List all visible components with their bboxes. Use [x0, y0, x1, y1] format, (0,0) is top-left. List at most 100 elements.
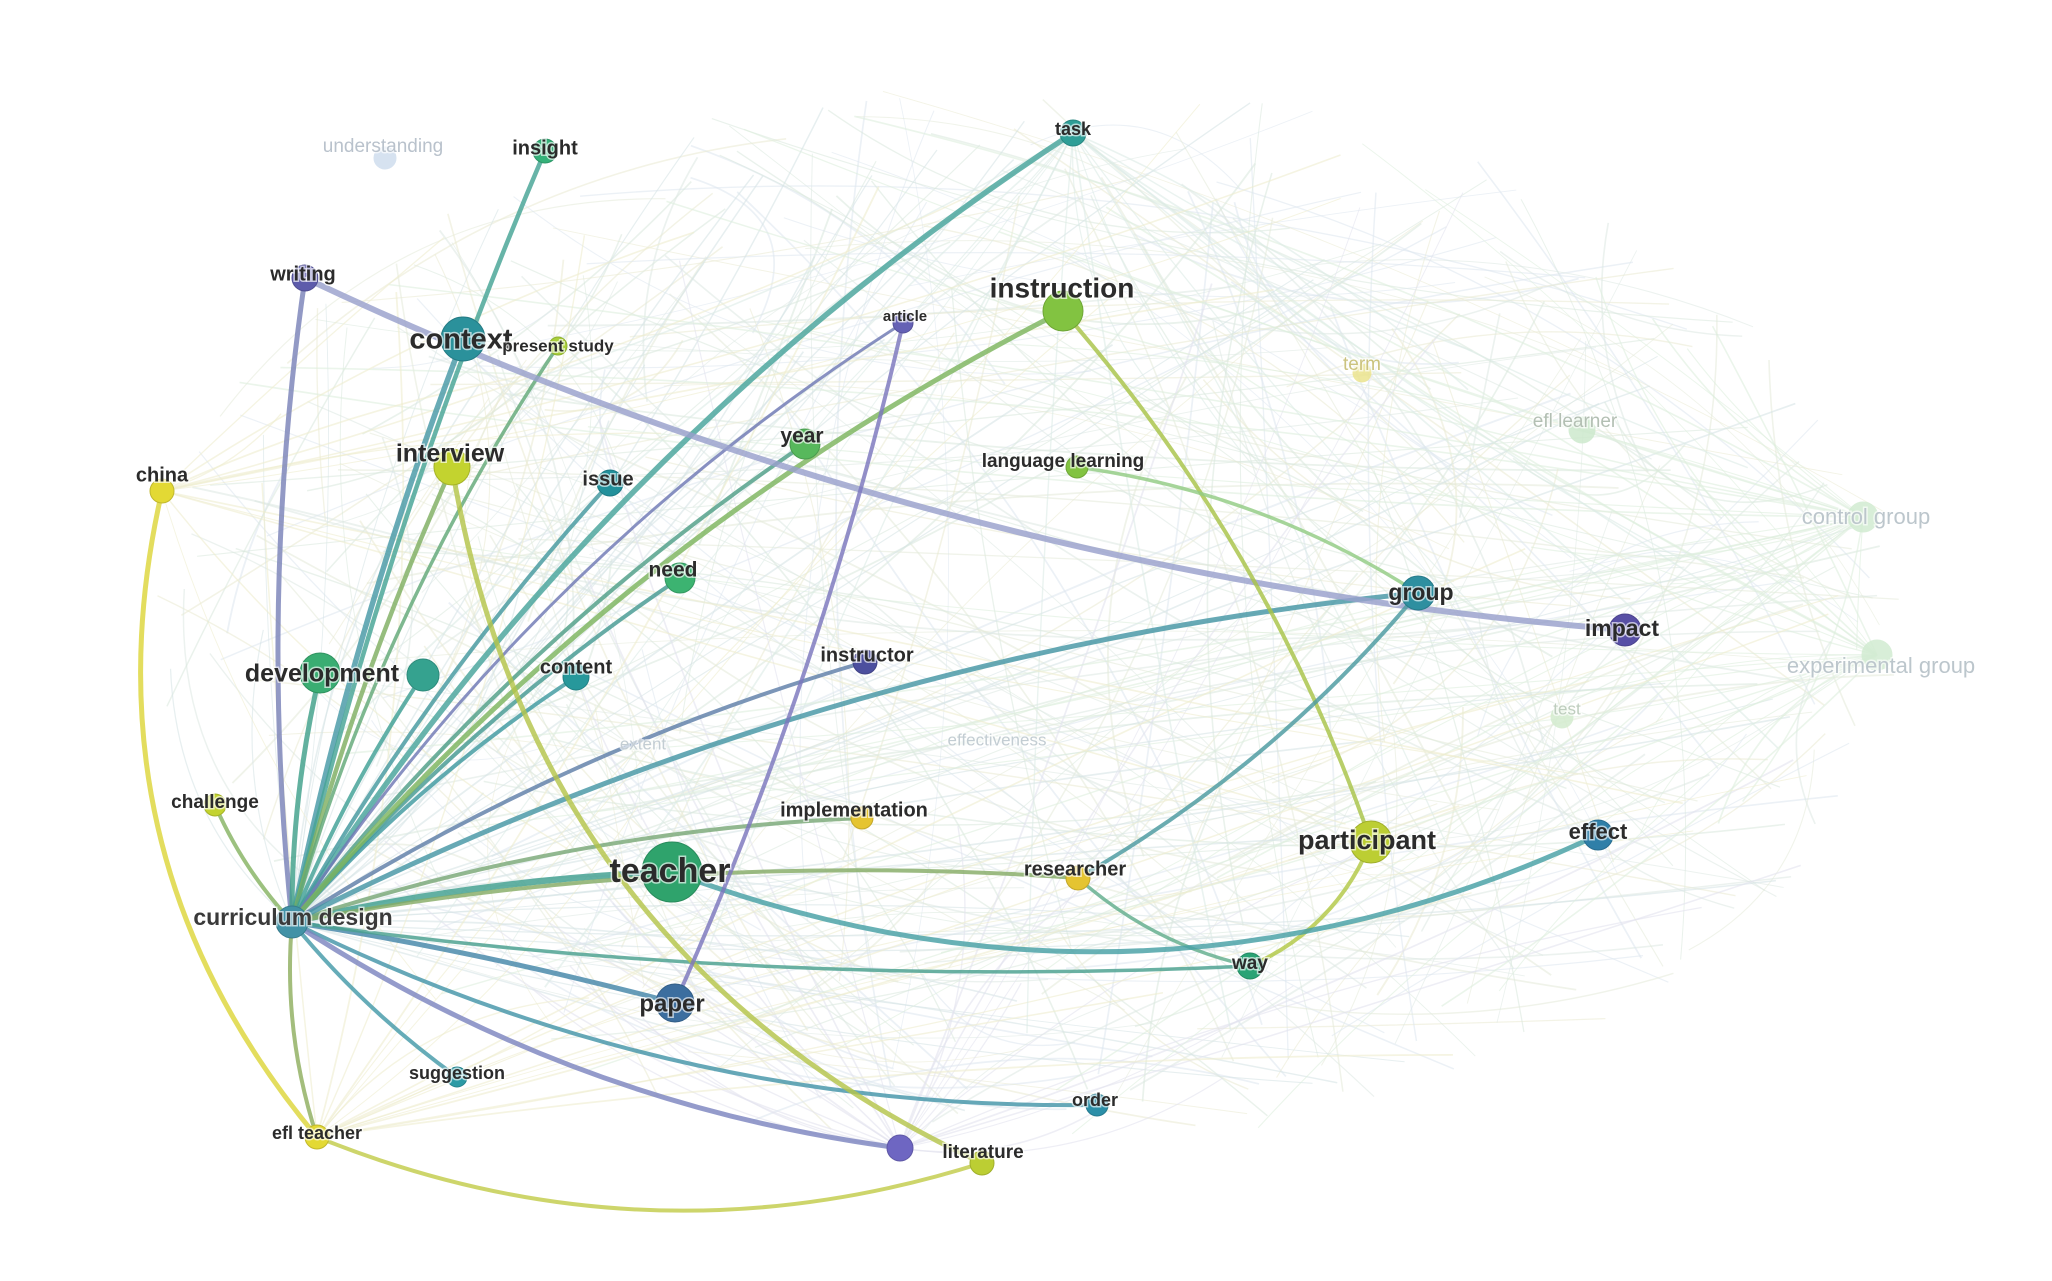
node-instructor[interactable]: [852, 649, 878, 675]
label-way: way: [1231, 953, 1268, 974]
bundle-edge: [316, 291, 405, 1138]
node-node-b[interactable]: [886, 1134, 914, 1162]
background-edge: [503, 392, 1671, 472]
background-edge: [611, 711, 1813, 1008]
label-year: year: [780, 425, 823, 448]
node-article[interactable]: [892, 312, 914, 334]
background-edge: [1496, 340, 1587, 1023]
node-content[interactable]: [562, 663, 590, 691]
node-language-learning[interactable]: [1065, 455, 1089, 479]
node-understanding[interactable]: [373, 146, 397, 170]
term-labels-layer: understanding efl learner term control grou…: [134, 117, 1976, 1164]
node-teacher[interactable]: [641, 841, 703, 903]
background-edge: [1320, 735, 1398, 1066]
link-curriculum-design--present-study: [290, 344, 560, 924]
background-edge: [1569, 555, 1858, 623]
node-implementation[interactable]: [850, 806, 874, 830]
background-edge: [779, 397, 1287, 1077]
bundle-edge: [899, 759, 1794, 1149]
bundle-edge: [1072, 132, 1448, 847]
node-control-group[interactable]: [1847, 501, 1879, 533]
background-edge: [682, 945, 894, 1070]
link-curriculum-design--insight: [289, 148, 548, 925]
background-edge: [921, 973, 1076, 1047]
node-present-study[interactable]: [548, 336, 568, 356]
bundle-edge: [564, 516, 1864, 806]
bundle-edge: [1026, 132, 1074, 1034]
label-insight: insight: [512, 137, 578, 159]
node-interview[interactable]: [433, 448, 471, 486]
node-researcher[interactable]: [1065, 865, 1091, 891]
node-experimental-group[interactable]: [1861, 639, 1893, 671]
bundle-edge: [899, 864, 1801, 1149]
link-curriculum-design--node-a: [290, 673, 425, 924]
node-effect[interactable]: [1582, 819, 1614, 851]
background-edge: [521, 275, 1367, 989]
node-challenge[interactable]: [203, 793, 227, 817]
bundle-edge: [671, 516, 1864, 799]
node-instruction[interactable]: [1042, 290, 1084, 332]
node-group[interactable]: [1400, 575, 1436, 611]
node-need[interactable]: [664, 562, 696, 594]
node-order[interactable]: [1085, 1093, 1109, 1117]
node-suggestion[interactable]: [446, 1066, 468, 1088]
bundle-edge: [1055, 516, 1864, 1091]
background-edge: [1768, 359, 1856, 727]
bundle-edge: [666, 200, 1864, 518]
node-efl-teacher[interactable]: [304, 1124, 330, 1150]
label-instructor: instructor: [820, 644, 914, 666]
node-test[interactable]: [1550, 705, 1574, 729]
label-experimental-group: experimental group: [1787, 653, 1975, 678]
background-edge: [711, 118, 1733, 323]
bundle-edge: [316, 997, 589, 1138]
bundle-edge: [1071, 516, 1864, 1135]
bundle-edge: [1072, 132, 1779, 749]
bundle-edge: [569, 965, 901, 1149]
link-curriculum-design--suggestion: [290, 920, 459, 1079]
node-participant[interactable]: [1349, 820, 1393, 864]
background-edge: [882, 91, 1885, 513]
background-edge: [1233, 201, 1459, 365]
bundle-edge: [1321, 304, 1878, 656]
node-way[interactable]: [1236, 952, 1264, 980]
bundle-edge: [389, 283, 1864, 518]
node-development[interactable]: [299, 652, 341, 694]
background-edge: [599, 369, 679, 545]
node-paper[interactable]: [655, 983, 695, 1023]
background-edge: [515, 483, 569, 714]
background-edge: [365, 594, 1878, 801]
background-edge: [437, 330, 1214, 952]
label-development: development: [245, 660, 400, 688]
node-task[interactable]: [1059, 119, 1087, 147]
node-efl-learner[interactable]: [1568, 416, 1596, 444]
node-insight[interactable]: [532, 138, 558, 164]
bundle-edge: [161, 432, 661, 492]
background-edge: [535, 799, 1049, 983]
label-understanding: understanding: [323, 136, 443, 157]
link-group--researcher: [1076, 591, 1420, 880]
node-china[interactable]: [149, 478, 175, 504]
bundle-edge: [588, 654, 1878, 1071]
label-term: term: [1343, 354, 1381, 375]
node-curriculum-design[interactable]: [275, 905, 309, 939]
label-literature: literature: [942, 1142, 1023, 1163]
node-impact[interactable]: [1608, 613, 1642, 647]
link-language-learning--group: [1075, 465, 1420, 595]
node-writing[interactable]: [291, 264, 319, 292]
node-issue[interactable]: [596, 469, 624, 497]
background-edge: [736, 191, 1263, 1026]
node-context[interactable]: [440, 316, 486, 362]
bundle-edge: [316, 235, 586, 1138]
link-curriculum-design--efl-teacher: [287, 920, 319, 1139]
bundle-edge: [1670, 516, 1864, 585]
node-term[interactable]: [1352, 363, 1372, 383]
bundle-edge: [291, 919, 1018, 1002]
node-year[interactable]: [789, 428, 821, 460]
background-edge: [908, 189, 1517, 287]
label-extent: extent: [620, 734, 667, 753]
node-literature[interactable]: [969, 1150, 995, 1176]
bundle-edge: [1711, 325, 1878, 656]
node-node-a[interactable]: [406, 658, 440, 692]
label-writing: writing: [269, 263, 336, 285]
